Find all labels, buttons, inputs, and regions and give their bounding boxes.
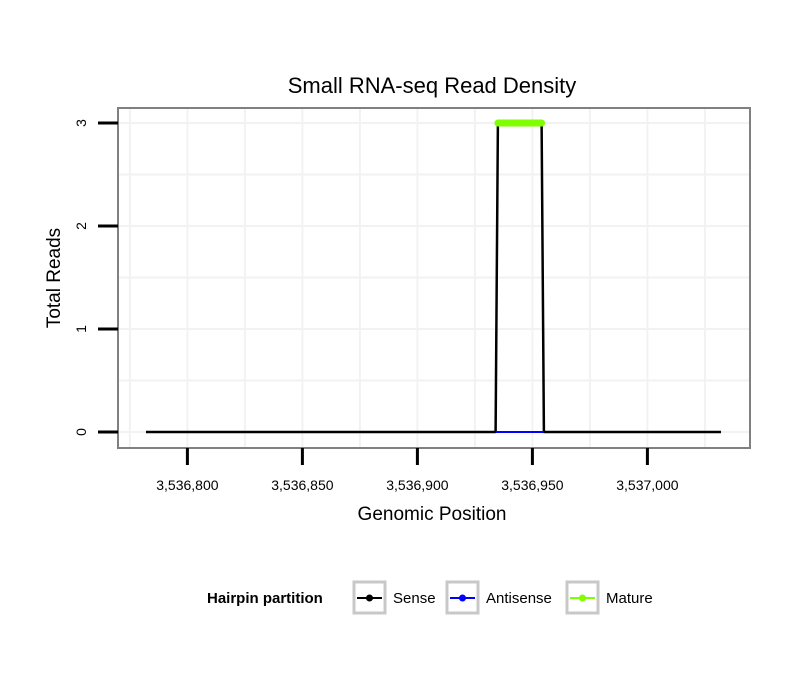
x-tick-label: 3,536,800 xyxy=(156,477,218,493)
y-tick-label: 1 xyxy=(73,325,89,333)
x-tick-label: 3,537,000 xyxy=(616,477,678,493)
y-tick-label: 0 xyxy=(73,428,89,436)
x-axis: 3,536,800 3,536,850 3,536,900 3,536,950 3,53… xyxy=(156,448,679,493)
grid-lines xyxy=(118,108,750,448)
legend-items: Sense Antisense Mature xyxy=(352,580,653,615)
legend-key-point xyxy=(366,594,373,602)
y-axis: 0 1 2 3 xyxy=(73,119,118,436)
legend-item-antisense: Antisense xyxy=(445,580,552,615)
legend-label: Sense xyxy=(393,590,436,607)
legend-title: Hairpin partition xyxy=(207,590,323,607)
chart-title: Small RNA-seq Read Density xyxy=(288,73,577,98)
legend-key-point xyxy=(459,594,466,602)
y-tick-label: 2 xyxy=(73,222,89,230)
x-tick-label: 3,536,900 xyxy=(386,477,448,493)
legend-item-sense: Sense xyxy=(352,580,436,615)
plot-panel-border xyxy=(117,107,751,449)
y-axis-title: Total Reads xyxy=(44,228,65,328)
x-tick-label: 3,536,850 xyxy=(271,477,333,493)
y-tick-label: 3 xyxy=(73,119,89,127)
series-lines xyxy=(146,119,721,434)
legend-label: Mature xyxy=(606,590,653,607)
legend: Hairpin partition Sense Antisense Mature xyxy=(207,580,653,615)
x-tick-label: 3,536,950 xyxy=(501,477,563,493)
legend-item-mature: Mature xyxy=(565,580,653,615)
x-axis-title: Genomic Position xyxy=(358,504,507,525)
legend-label: Antisense xyxy=(486,590,552,607)
legend-key-point xyxy=(579,594,586,602)
